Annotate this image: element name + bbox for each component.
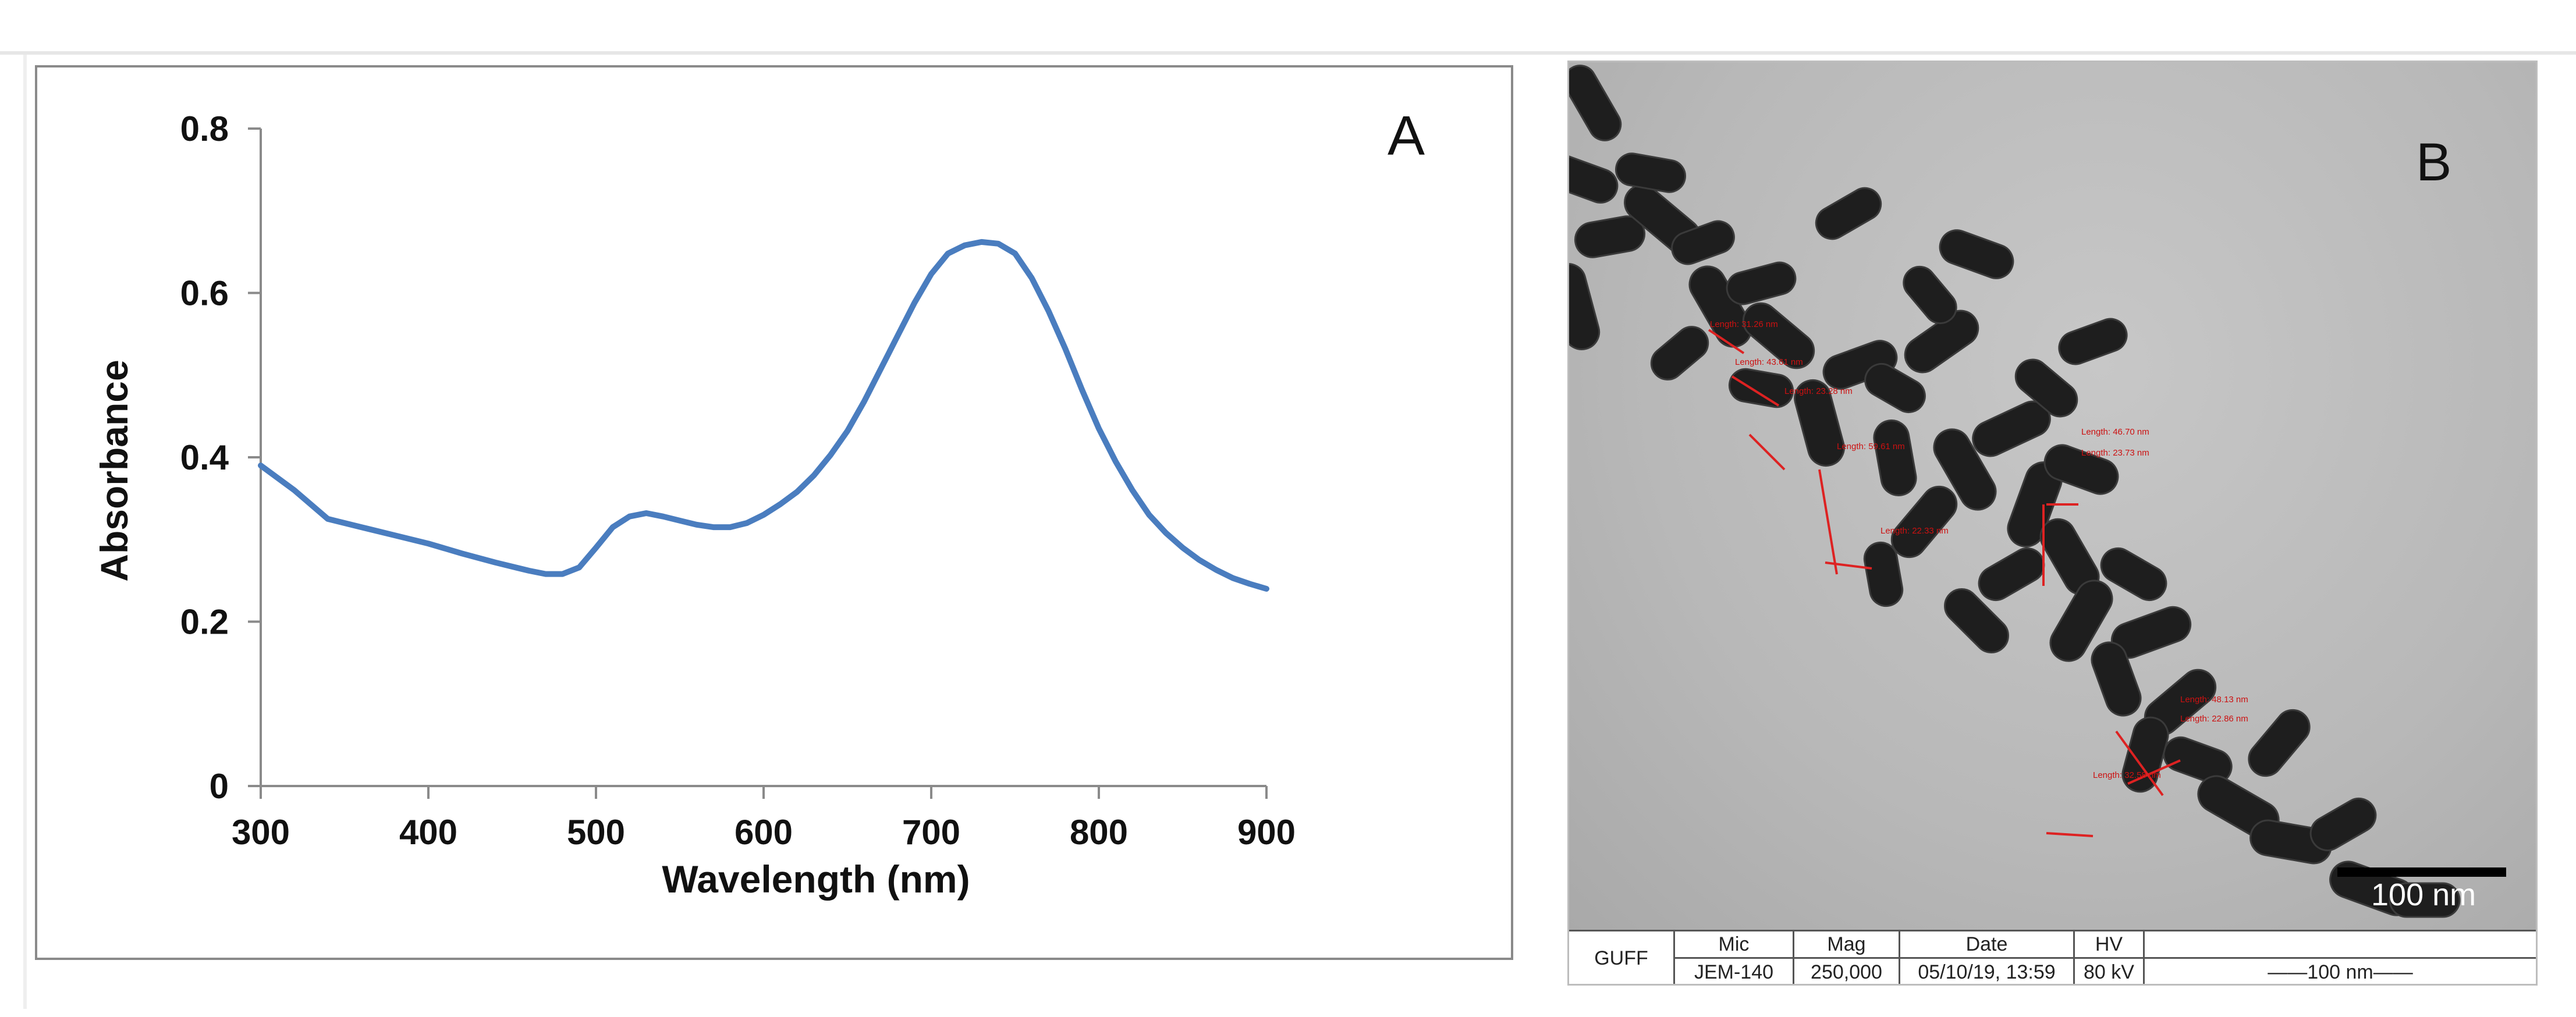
- nanorod: [1863, 541, 1904, 607]
- nanorod: [2014, 358, 2078, 418]
- nanorod: [2058, 318, 2128, 365]
- info-mag-label: Mag: [1794, 931, 1899, 959]
- nanorod: [1574, 215, 1646, 258]
- y-tick-label: 0.8: [180, 109, 229, 148]
- nanorod: [1890, 485, 1958, 559]
- info-mic-label: Mic: [1675, 931, 1793, 959]
- measurement-line: [2127, 759, 2181, 785]
- nanorod: [1650, 326, 1709, 381]
- nanorod: [1671, 220, 1735, 265]
- x-tick-label: 900: [1237, 813, 1296, 852]
- nanorod: [2389, 882, 2461, 918]
- measurement-line: [1731, 375, 1780, 407]
- nanorod: [1742, 302, 1815, 369]
- scale-bar-label: 100 nm: [2371, 877, 2476, 912]
- info-scale-value: ——100 nm——: [2268, 961, 2413, 983]
- measurement-label: Length: 32.58 nm: [2093, 770, 2161, 780]
- measurement-line: [2115, 730, 2164, 796]
- nanorod: [2121, 716, 2169, 793]
- nanorod: [1903, 265, 1957, 325]
- measurement-line: [1825, 561, 1872, 570]
- nanorod: [2100, 547, 2167, 601]
- nanorod: [1569, 154, 1619, 204]
- nanorod: [2248, 709, 2311, 777]
- nanorod: [2309, 798, 2377, 851]
- measurement-label: Length: 22.33 nm: [1880, 526, 1949, 536]
- nanorod: [2043, 444, 2119, 495]
- measurement-line: [1748, 433, 1786, 471]
- measurement-line: [1708, 329, 1745, 354]
- nanorod: [1726, 261, 1797, 305]
- info-date: Date 05/10/19, 13:59: [1900, 931, 2075, 984]
- info-date-value: 05/10/19, 13:59: [1918, 961, 2056, 983]
- x-axis-title: Wavelength (nm): [662, 858, 970, 901]
- measurement-label: Length: 23.28 nm: [1784, 386, 1853, 396]
- nanorod-image: Length: 31.26 nm Length: 43.61 nm Length: …: [1569, 65, 2506, 918]
- y-tick-label: 0.2: [180, 603, 229, 642]
- x-tick-label: 400: [399, 813, 457, 852]
- nanorod: [1728, 368, 1794, 408]
- y-tick-label: 0.6: [180, 274, 229, 313]
- x-tick-label: 800: [1070, 813, 1128, 852]
- nanorod: [2091, 641, 2142, 717]
- info-mag-value: 250,000: [1811, 961, 1882, 983]
- absorbance-chart: 300 400 500 600 700 800 900 0 0.2 0.4 0.6 0.8 A Wav…: [93, 105, 1425, 901]
- y-tick-label: 0: [210, 767, 229, 806]
- nanorod: [1978, 547, 2045, 601]
- nanorod: [1933, 428, 1997, 511]
- info-scale-header: [2145, 931, 2536, 959]
- nanorod: [2049, 579, 2113, 662]
- y-axis-title: Absorbance: [93, 360, 136, 581]
- nanorod: [1873, 419, 1917, 496]
- panel-a-label: A: [1388, 105, 1425, 167]
- top-divider: [0, 51, 2576, 55]
- measurement-line: [2046, 832, 2094, 837]
- info-scale: ——100 nm——: [2145, 931, 2536, 984]
- nanorod: [1864, 363, 1926, 413]
- info-mic: Mic JEM-140: [1675, 931, 1794, 984]
- y-tick-label: 0.4: [180, 438, 229, 477]
- info-site: GUFF: [1569, 931, 1675, 984]
- info-hv: HV 80 kV: [2075, 931, 2145, 984]
- info-hv-label: HV: [2075, 931, 2143, 959]
- microscope-info-bar: GUFF Mic JEM-140 Mag 250,000 Date 05/10/…: [1569, 930, 2536, 984]
- measurement-label: Length: 46.70 nm: [2081, 427, 2149, 437]
- x-tick-label: 300: [232, 813, 290, 852]
- info-mic-value: JEM-140: [1694, 961, 1774, 983]
- nanorod: [1569, 263, 1601, 350]
- panel-b-micrograph: Length: 31.26 nm Length: 43.61 nm Length: …: [1567, 61, 2538, 986]
- nanorod: [1944, 588, 2009, 653]
- nanorod: [1794, 379, 1845, 467]
- measurement-line: [1818, 469, 1838, 575]
- info-mag: Mag 250,000: [1794, 931, 1900, 984]
- panel-b-label: B: [2416, 133, 2452, 192]
- measurement-label: Length: 23.73 nm: [2081, 448, 2149, 458]
- x-tick-label: 700: [902, 813, 960, 852]
- measurement-label: Length: 31.26 nm: [1710, 319, 1778, 329]
- x-tick-label: 500: [567, 813, 625, 852]
- measurement-label: Length: 22.86 nm: [2180, 714, 2248, 724]
- nanorod: [1815, 187, 1882, 240]
- nanorod: [1939, 229, 2014, 279]
- measurement-label: Length: 59.61 nm: [1837, 442, 1905, 451]
- measurement-label: Length: 48.13 nm: [2180, 695, 2248, 705]
- info-hv-value: 80 kV: [2084, 961, 2134, 983]
- panel-a-chart: 300 400 500 600 700 800 900 0 0.2 0.4 0.6 0.8 A Wav…: [35, 65, 1513, 960]
- scale-bar: [2337, 867, 2506, 877]
- left-divider: [23, 55, 27, 1009]
- nanorod: [1904, 310, 1979, 374]
- absorbance-series-line: [258, 239, 1269, 592]
- x-tick-label: 600: [735, 813, 793, 852]
- measurement-label: Length: 43.61 nm: [1735, 357, 1803, 367]
- tem-image: Length: 31.26 nm Length: 43.61 nm Length: …: [1569, 62, 2536, 930]
- info-date-label: Date: [1900, 931, 2073, 959]
- nanorod: [1615, 152, 1687, 193]
- nanorod: [1569, 65, 1622, 141]
